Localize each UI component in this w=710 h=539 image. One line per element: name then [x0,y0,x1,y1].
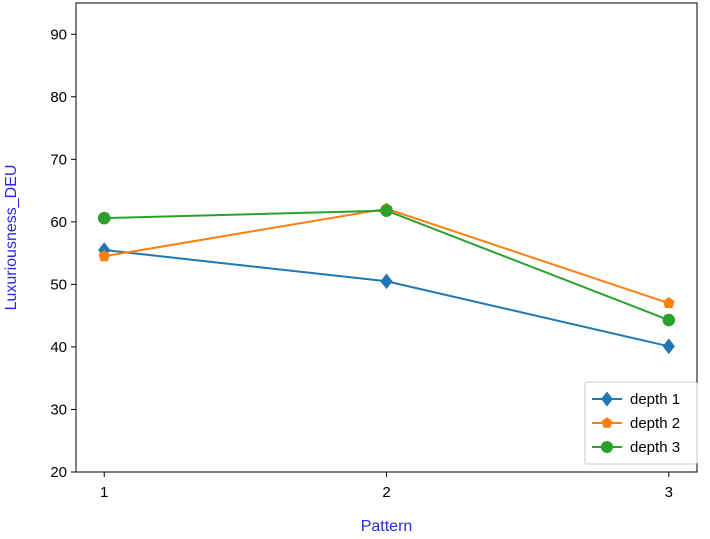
legend: depth 1 depth 2 depth 3 [584,381,698,465]
legend-label: depth 1 [630,391,680,408]
x-tick-label: 1 [100,484,108,501]
data-point [97,211,111,225]
y-tick-label: 90 [50,26,67,43]
y-tick-label: 40 [50,339,67,356]
x-tick-label: 3 [665,484,673,501]
legend-marker [601,417,613,428]
y-tick-label: 80 [50,89,67,106]
data-point [98,250,111,262]
y-tick-label: 30 [50,401,67,418]
y-tick-label: 70 [50,151,67,168]
legend-marker [600,440,614,454]
y-tick-label: 60 [50,214,67,231]
series-depth-1 [98,242,675,355]
data-point [662,313,676,327]
legend-item: depth 1 [592,391,680,408]
series-line [104,209,670,321]
x-axis-title: Pattern [361,518,413,535]
legend-marker [601,391,613,407]
series-line [104,249,669,348]
legend-label: depth 2 [630,415,680,432]
legend-label: depth 3 [630,439,680,456]
legend-item: depth 3 [592,439,680,456]
series-depth-3 [97,204,676,327]
x-tick-label: 2 [382,484,390,501]
data-point [380,273,393,290]
y-axis-title: Luxuriousness_DEU [3,165,20,311]
data-point [380,204,393,217]
plot-area: 20 30 40 50 60 70 80 90 1 2 3 [50,2,698,501]
data-point [662,297,675,309]
legend-item: depth 2 [592,415,680,432]
y-tick-label: 50 [50,276,67,293]
data-point [662,338,675,355]
series-depth-2 [98,202,675,309]
y-tick-label: 20 [50,464,67,481]
legend-box [584,381,698,465]
